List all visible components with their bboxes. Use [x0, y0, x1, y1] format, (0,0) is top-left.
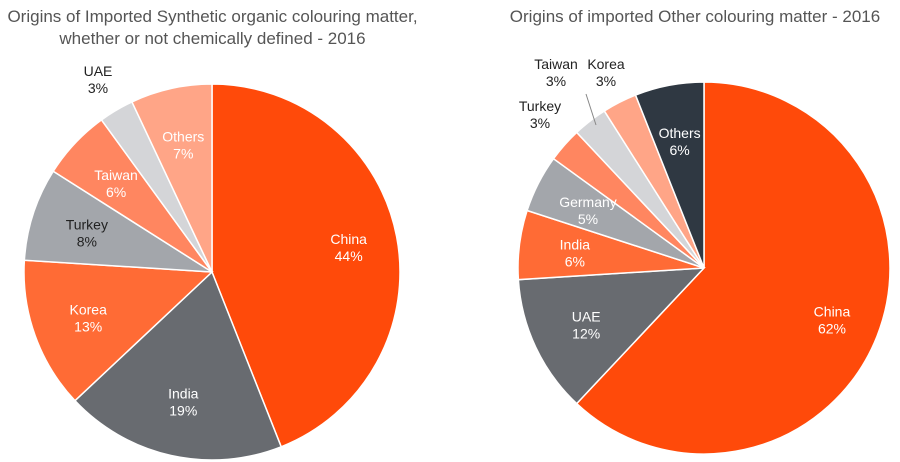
- slice-label-other-uae: UAE: [572, 308, 601, 324]
- pie-slice-other-others: [634, 81, 705, 269]
- slice-value-other-others: 6%: [669, 142, 689, 158]
- slice-label-other-others: Others: [659, 125, 701, 141]
- slice-value-synthetic-others: 7%: [173, 146, 193, 162]
- slice-label-synthetic-korea: Korea: [70, 302, 108, 318]
- chart-title-synthetic: Origins of Imported Synthetic organic co…: [7, 7, 418, 48]
- slice-value-other-turkey: 3%: [530, 115, 550, 131]
- chart-title-other: Origins of imported Other colouring matt…: [509, 7, 881, 26]
- slice-value-other-india: 6%: [565, 254, 585, 270]
- leader-line-other-taiwan: [585, 93, 597, 126]
- slice-label-synthetic-others: Others: [162, 129, 204, 145]
- slice-label-synthetic-turkey: Turkey: [66, 216, 108, 232]
- slice-value-synthetic-korea: 13%: [74, 319, 102, 335]
- slice-value-other-uae: 12%: [572, 325, 600, 341]
- slice-label-other-korea: Korea: [587, 56, 625, 72]
- slice-label-other-india: India: [560, 237, 591, 253]
- slice-value-other-germany: 5%: [578, 211, 598, 227]
- pie-slice-synthetic-others: [130, 83, 213, 273]
- slice-label-synthetic-uae: UAE: [84, 63, 113, 79]
- pie-slice-other-china: [575, 81, 891, 455]
- slice-value-synthetic-turkey: 8%: [77, 233, 97, 249]
- slice-value-synthetic-india: 19%: [169, 402, 197, 418]
- slice-label-other-china: China: [814, 304, 851, 320]
- pie-slice-synthetic-india: [73, 270, 283, 461]
- slice-label-synthetic-india: India: [168, 385, 199, 401]
- slice-value-other-taiwan: 3%: [546, 73, 566, 89]
- slice-label-other-taiwan: Taiwan: [534, 56, 578, 72]
- slice-value-synthetic-china: 44%: [335, 248, 363, 264]
- slice-label-other-germany: Germany: [559, 194, 617, 210]
- slice-value-other-china: 62%: [818, 321, 846, 337]
- slice-value-other-korea: 3%: [596, 73, 616, 89]
- pie-slice-other-uae: [517, 267, 706, 405]
- pie-slice-synthetic-korea: [23, 259, 214, 402]
- slice-label-synthetic-china: China: [330, 231, 367, 247]
- pie-slice-synthetic-china: [211, 83, 401, 448]
- slice-value-synthetic-uae: 3%: [88, 80, 108, 96]
- pie-slice-synthetic-turkey: [23, 170, 213, 273]
- slice-label-other-turkey: Turkey: [519, 98, 561, 114]
- slice-value-synthetic-taiwan: 6%: [106, 184, 126, 200]
- slice-label-synthetic-taiwan: Taiwan: [94, 167, 138, 183]
